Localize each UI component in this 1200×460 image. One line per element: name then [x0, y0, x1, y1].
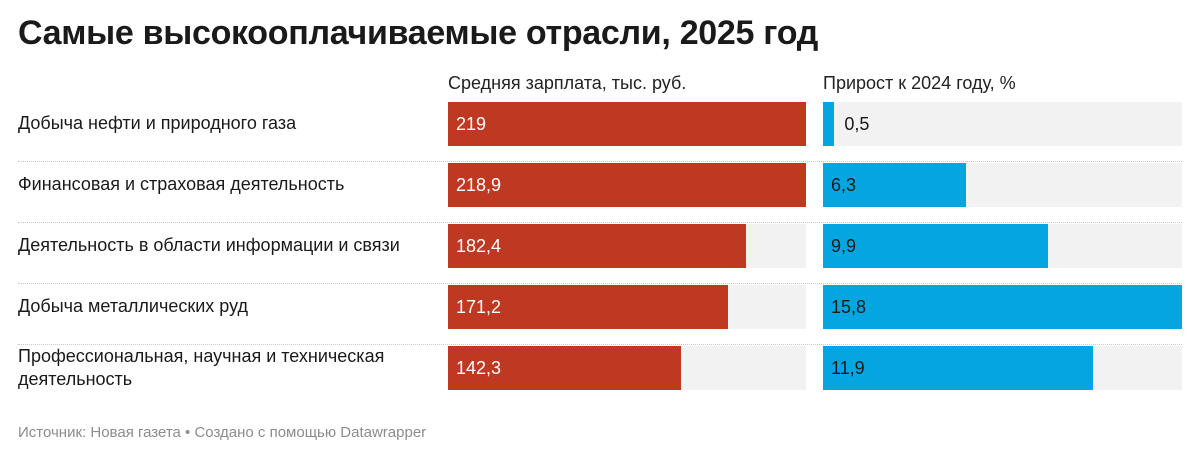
growth-bar — [823, 346, 1094, 390]
salary-value-label: 171,2 — [456, 297, 502, 317]
growth-bar — [823, 285, 1182, 329]
category-label: Финансовая и страховая деятельность — [18, 174, 345, 194]
growth-bar — [823, 102, 835, 146]
growth-value-label: 6,3 — [831, 175, 857, 195]
growth-column-header: Прирост к 2024 году, % — [823, 73, 1016, 93]
salary-value-label: 142,3 — [456, 358, 502, 378]
chart-row: Профессиональная, научная и техническая … — [18, 345, 1182, 406]
row-divider — [18, 283, 1182, 284]
growth-bar-track: 6,3 — [823, 163, 1182, 207]
source-note: Источник: Новая газета • Создано с помощ… — [18, 424, 427, 441]
salary-bar-track: 219 — [448, 102, 806, 146]
growth-value-label: 0,5 — [844, 114, 870, 134]
salary-bar — [448, 224, 747, 268]
row-divider — [18, 161, 1182, 162]
category-label: Добыча металлических руд — [18, 296, 248, 316]
growth-bar-track: 0,5 — [823, 102, 1182, 146]
growth-value-label: 9,9 — [831, 236, 857, 256]
growth-bar — [823, 224, 1048, 268]
category-label: Деятельность в области информации и связ… — [18, 235, 400, 255]
chart-row: Деятельность в области информации и связ… — [18, 223, 1182, 284]
salary-bar — [448, 163, 806, 207]
salary-bar-track: 142,3 — [448, 346, 806, 390]
category-label: Профессиональная, научная и техническая … — [18, 345, 385, 389]
chart-row: Добыча нефти и природного газа 219 0,5 — [18, 101, 1182, 162]
salary-bar — [448, 102, 806, 146]
chart-row: Финансовая и страховая деятельность 218,9… — [18, 162, 1182, 223]
row-divider — [18, 222, 1182, 223]
salary-value-label: 182,4 — [456, 236, 502, 256]
category-label: Добыча нефти и природного газа — [18, 113, 297, 133]
row-divider — [18, 344, 1182, 345]
salary-bar — [448, 346, 681, 390]
salary-bar — [448, 285, 728, 329]
growth-value-label: 15,8 — [831, 297, 867, 317]
growth-bar — [823, 163, 967, 207]
growth-value-label: 11,9 — [831, 358, 865, 378]
growth-bar-track: 9,9 — [823, 224, 1182, 268]
growth-bar-track: 15,8 — [823, 285, 1182, 329]
salary-value-label: 219 — [456, 114, 487, 134]
chart-title: Самые высокооплачиваемые отрасли, 2025 г… — [18, 14, 818, 52]
salary-column-header: Средняя зарплата, тыс. руб. — [448, 73, 687, 93]
salary-bar-track: 171,2 — [448, 285, 806, 329]
salary-value-label: 218,9 — [456, 175, 502, 195]
growth-bar-track: 11,9 — [823, 346, 1182, 390]
salary-bar-track: 182,4 — [448, 224, 806, 268]
chart-row: Добыча металлических руд 171,2 15,8 — [18, 284, 1182, 345]
salary-bar-track: 218,9 — [448, 163, 806, 207]
